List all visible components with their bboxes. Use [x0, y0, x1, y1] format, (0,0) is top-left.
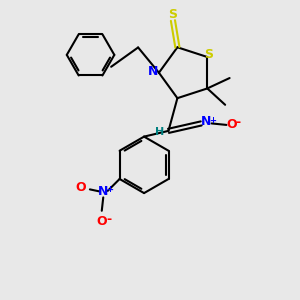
- Text: O: O: [76, 182, 86, 194]
- Text: +: +: [106, 184, 113, 194]
- Text: O: O: [226, 118, 237, 131]
- Text: S: S: [204, 47, 213, 61]
- Text: -: -: [106, 213, 112, 226]
- Text: O: O: [97, 215, 107, 228]
- Text: N: N: [98, 185, 108, 198]
- Text: H: H: [155, 127, 164, 137]
- Text: +: +: [209, 116, 216, 125]
- Text: -: -: [235, 116, 240, 129]
- Text: S: S: [168, 8, 177, 21]
- Text: N: N: [148, 65, 158, 78]
- Text: N: N: [201, 116, 212, 128]
